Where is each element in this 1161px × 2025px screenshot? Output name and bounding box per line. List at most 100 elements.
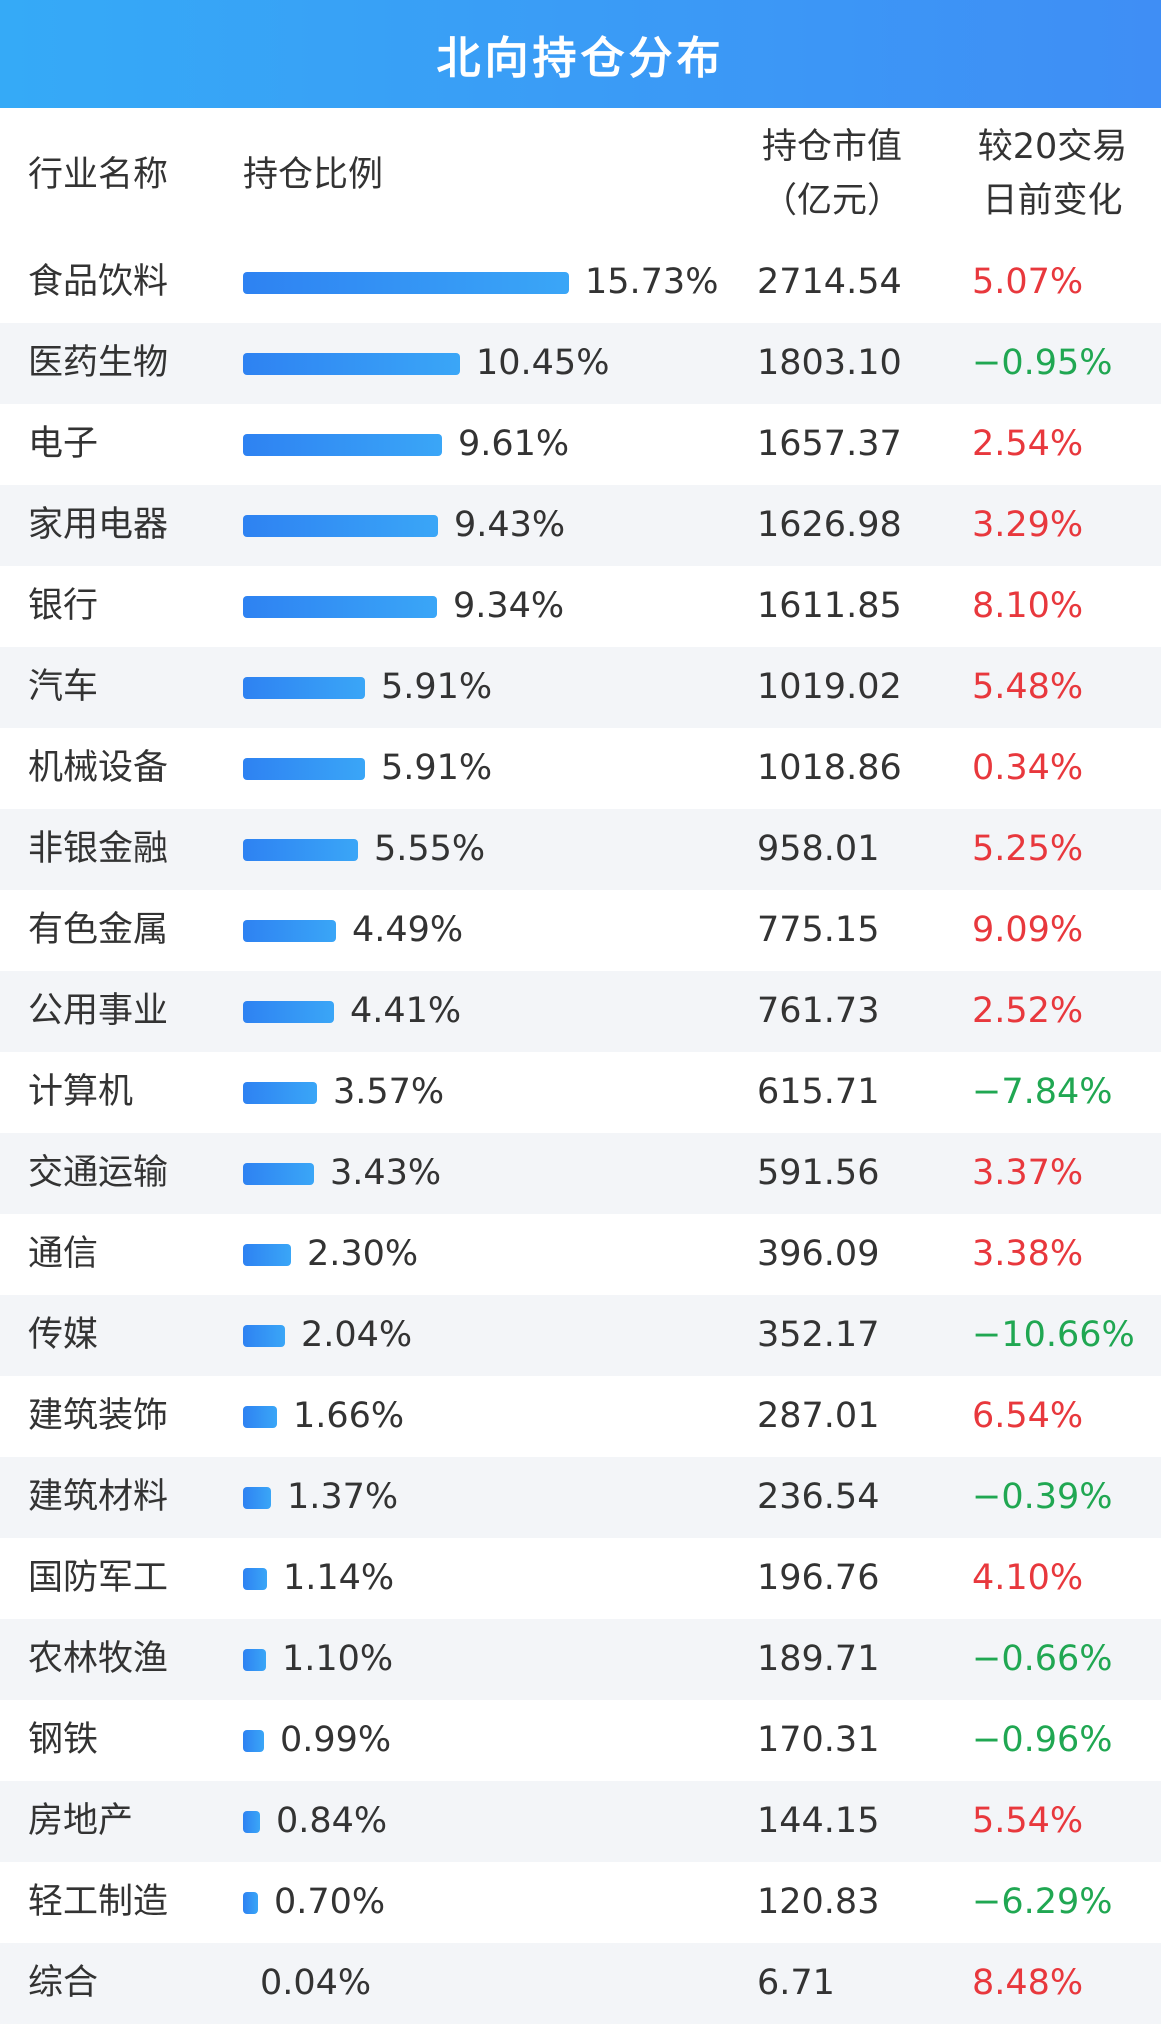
table-row: 机械设备 5.91% 1018.86 0.34%	[0, 728, 1161, 809]
table-body: 食品饮料 15.73% 2714.54 5.07% 医药生物 10.45% 1803.10 −…	[0, 242, 1161, 2024]
change-value: −0.39%	[972, 1477, 1113, 1517]
industry-name: 通信	[28, 1234, 99, 1274]
header-industry: 行业名称	[28, 155, 169, 195]
holding-value: 615.71	[757, 1072, 880, 1112]
holding-value: 287.01	[757, 1396, 880, 1436]
ratio-bar	[243, 596, 437, 618]
table-row: 汽车 5.91% 1019.02 5.48%	[0, 647, 1161, 728]
ratio-bar	[243, 1325, 285, 1347]
table-row: 非银金融 5.55% 958.01 5.25%	[0, 809, 1161, 890]
holding-value: 2714.54	[757, 262, 902, 302]
industry-name: 电子	[28, 424, 99, 464]
ratio-bar	[243, 1649, 266, 1671]
holding-value: 396.09	[757, 1234, 880, 1274]
holding-value: 958.01	[757, 829, 880, 869]
ratio-bar	[243, 1001, 334, 1023]
holding-value: 775.15	[757, 910, 880, 950]
header-value-line1: 持仓市值	[761, 127, 902, 167]
industry-name: 建筑装饰	[28, 1396, 169, 1436]
change-value: 5.07%	[972, 262, 1084, 302]
ratio-label: 10.45%	[476, 343, 610, 383]
industry-name: 家用电器	[28, 505, 169, 545]
industry-name: 医药生物	[28, 343, 169, 383]
title-bar: 北向持仓分布	[0, 0, 1161, 108]
holding-value: 170.31	[757, 1720, 880, 1760]
table-row: 家用电器 9.43% 1626.98 3.29%	[0, 485, 1161, 566]
change-value: 5.54%	[972, 1801, 1084, 1841]
table-row: 银行 9.34% 1611.85 8.10%	[0, 566, 1161, 647]
holding-value: 6.71	[757, 1963, 835, 2003]
change-value: 0.34%	[972, 748, 1084, 788]
holding-value: 144.15	[757, 1801, 880, 1841]
ratio-bar	[243, 758, 365, 780]
table-row: 有色金属 4.49% 775.15 9.09%	[0, 890, 1161, 971]
industry-name: 食品饮料	[28, 262, 169, 302]
ratio-bar	[243, 353, 460, 375]
table-row: 交通运输 3.43% 591.56 3.37%	[0, 1133, 1161, 1214]
table-row: 电子 9.61% 1657.37 2.54%	[0, 404, 1161, 485]
change-value: 9.09%	[972, 910, 1084, 950]
table-row: 钢铁 0.99% 170.31 −0.96%	[0, 1700, 1161, 1781]
change-value: 3.37%	[972, 1153, 1084, 1193]
ratio-label: 9.43%	[454, 505, 566, 545]
table-row: 通信 2.30% 396.09 3.38%	[0, 1214, 1161, 1295]
industry-name: 有色金属	[28, 910, 169, 950]
ratio-label: 9.34%	[453, 586, 565, 626]
ratio-label: 0.04%	[260, 1963, 372, 2003]
holding-value: 196.76	[757, 1558, 880, 1598]
ratio-bar	[243, 515, 438, 537]
holding-value: 591.56	[757, 1153, 880, 1193]
ratio-label: 1.10%	[282, 1639, 394, 1679]
ratio-label: 1.37%	[287, 1477, 399, 1517]
change-value: 3.29%	[972, 505, 1084, 545]
ratio-bar	[243, 272, 569, 294]
ratio-label: 3.43%	[330, 1153, 442, 1193]
change-value: 2.54%	[972, 424, 1084, 464]
industry-name: 公用事业	[28, 991, 169, 1031]
table-row: 食品饮料 15.73% 2714.54 5.07%	[0, 242, 1161, 323]
change-value: −6.29%	[972, 1882, 1113, 1922]
industry-name: 机械设备	[28, 748, 169, 788]
ratio-bar	[243, 1811, 260, 1833]
ratio-bar	[243, 1406, 277, 1428]
holding-value: 352.17	[757, 1315, 880, 1355]
header-ratio: 持仓比例	[243, 155, 384, 195]
ratio-bar	[243, 1163, 314, 1185]
table-row: 建筑装饰 1.66% 287.01 6.54%	[0, 1376, 1161, 1457]
holding-value: 1611.85	[757, 586, 902, 626]
header-change: 较20交易 日前变化	[970, 120, 1135, 228]
industry-name: 建筑材料	[28, 1477, 169, 1517]
table-row: 农林牧渔 1.10% 189.71 −0.66%	[0, 1619, 1161, 1700]
ratio-label: 4.49%	[352, 910, 464, 950]
ratio-bar	[243, 920, 336, 942]
ratio-label: 9.61%	[458, 424, 570, 464]
change-value: −0.96%	[972, 1720, 1113, 1760]
industry-name: 计算机	[28, 1072, 134, 1112]
change-value: 4.10%	[972, 1558, 1084, 1598]
industry-name: 房地产	[28, 1801, 134, 1841]
table-row: 计算机 3.57% 615.71 −7.84%	[0, 1052, 1161, 1133]
industry-name: 汽车	[28, 667, 99, 707]
change-value: −7.84%	[972, 1072, 1113, 1112]
industry-name: 交通运输	[28, 1153, 169, 1193]
holding-value: 236.54	[757, 1477, 880, 1517]
ratio-bar	[243, 434, 442, 456]
change-value: 5.25%	[972, 829, 1084, 869]
holding-value: 1657.37	[757, 424, 902, 464]
ratio-label: 2.04%	[301, 1315, 413, 1355]
ratio-label: 0.84%	[276, 1801, 388, 1841]
industry-name: 钢铁	[28, 1720, 99, 1760]
change-value: −0.66%	[972, 1639, 1113, 1679]
table-row: 综合 0.04% 6.71 8.48%	[0, 1943, 1161, 2024]
change-value: 5.48%	[972, 667, 1084, 707]
change-value: 8.10%	[972, 586, 1084, 626]
ratio-label: 1.14%	[283, 1558, 395, 1598]
ratio-label: 5.91%	[381, 667, 493, 707]
change-value: 2.52%	[972, 991, 1084, 1031]
ratio-bar	[243, 1730, 264, 1752]
ratio-label: 5.91%	[381, 748, 493, 788]
holding-value: 1803.10	[757, 343, 902, 383]
industry-name: 传媒	[28, 1315, 99, 1355]
ratio-label: 4.41%	[350, 991, 462, 1031]
